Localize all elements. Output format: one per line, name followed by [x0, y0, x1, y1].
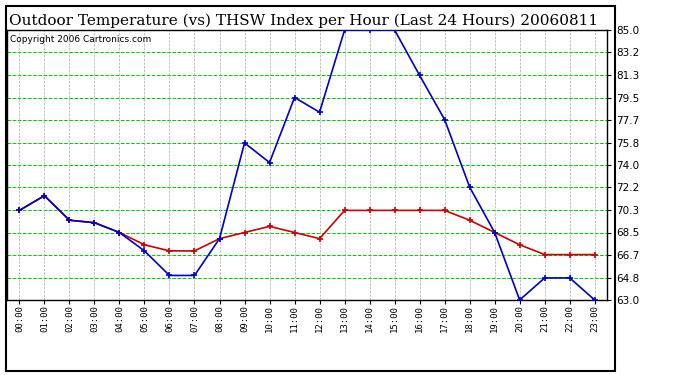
Text: Copyright 2006 Cartronics.com: Copyright 2006 Cartronics.com — [10, 35, 151, 44]
Text: Outdoor Temperature (vs) THSW Index per Hour (Last 24 Hours) 20060811: Outdoor Temperature (vs) THSW Index per … — [9, 13, 598, 27]
